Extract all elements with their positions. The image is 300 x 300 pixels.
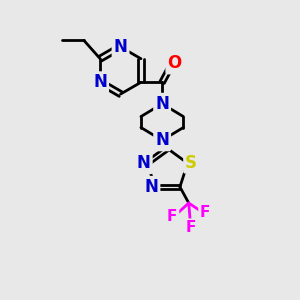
Text: S: S — [185, 154, 197, 172]
Text: O: O — [167, 54, 182, 72]
Text: N: N — [114, 38, 128, 56]
Text: N: N — [155, 131, 169, 149]
Text: F: F — [200, 205, 210, 220]
Text: F: F — [186, 220, 196, 235]
Text: N: N — [137, 154, 151, 172]
Text: F: F — [167, 208, 177, 224]
Text: N: N — [155, 95, 169, 113]
Text: N: N — [145, 178, 158, 196]
Text: N: N — [93, 73, 107, 91]
